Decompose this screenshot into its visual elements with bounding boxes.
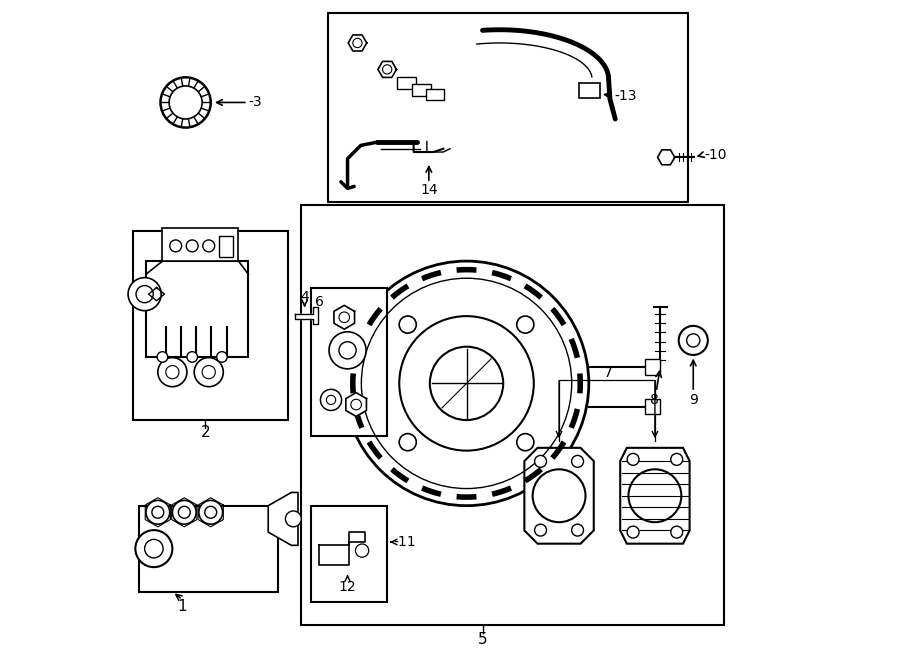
Circle shape — [339, 312, 349, 323]
Circle shape — [194, 358, 223, 387]
Circle shape — [535, 524, 546, 536]
Bar — [163, 228, 239, 261]
Circle shape — [327, 395, 336, 405]
Bar — [311, 506, 387, 602]
Circle shape — [670, 453, 683, 465]
Text: 6: 6 — [315, 295, 324, 309]
Circle shape — [128, 278, 161, 311]
Circle shape — [158, 358, 187, 387]
Bar — [426, 89, 444, 100]
Bar — [645, 399, 660, 414]
Circle shape — [670, 526, 683, 538]
Text: 8: 8 — [651, 393, 660, 407]
Bar — [397, 77, 416, 89]
Circle shape — [166, 366, 179, 379]
Circle shape — [679, 326, 707, 355]
Circle shape — [430, 346, 503, 420]
Bar — [412, 84, 431, 96]
Polygon shape — [334, 305, 355, 329]
Circle shape — [353, 38, 362, 48]
Text: 9: 9 — [688, 393, 698, 407]
Circle shape — [285, 511, 302, 527]
Circle shape — [382, 65, 392, 74]
Polygon shape — [620, 448, 689, 543]
Polygon shape — [268, 492, 298, 545]
Text: 2: 2 — [201, 426, 211, 440]
Bar — [645, 359, 660, 375]
Text: 4: 4 — [301, 290, 309, 305]
Circle shape — [187, 352, 197, 362]
Circle shape — [320, 389, 342, 410]
Bar — [328, 13, 688, 202]
Circle shape — [400, 434, 417, 451]
Circle shape — [517, 434, 534, 451]
Circle shape — [202, 240, 215, 252]
Text: -11: -11 — [394, 535, 417, 549]
Text: -3: -3 — [248, 95, 262, 110]
Circle shape — [400, 316, 417, 333]
Circle shape — [205, 506, 217, 518]
Polygon shape — [346, 393, 366, 416]
Bar — [302, 205, 724, 625]
Bar — [146, 261, 248, 357]
Text: 12: 12 — [338, 580, 356, 594]
Circle shape — [145, 539, 163, 558]
Circle shape — [136, 286, 153, 303]
Circle shape — [158, 352, 167, 362]
Polygon shape — [294, 307, 318, 324]
Circle shape — [178, 506, 190, 518]
Text: -13: -13 — [614, 89, 636, 103]
Circle shape — [627, 526, 639, 538]
Polygon shape — [658, 150, 675, 165]
Bar — [140, 506, 278, 592]
Text: 14: 14 — [420, 182, 437, 197]
Circle shape — [517, 316, 534, 333]
Circle shape — [351, 399, 362, 410]
Bar — [219, 236, 233, 257]
Text: 5: 5 — [478, 632, 488, 646]
Circle shape — [533, 469, 586, 522]
Circle shape — [572, 524, 583, 536]
Text: -10: -10 — [705, 148, 727, 163]
Bar — [132, 231, 288, 420]
Circle shape — [356, 544, 369, 557]
Circle shape — [535, 455, 546, 467]
Circle shape — [628, 469, 681, 522]
Polygon shape — [525, 448, 594, 543]
Circle shape — [186, 240, 198, 252]
Circle shape — [169, 86, 202, 119]
Bar — [311, 288, 387, 436]
Circle shape — [152, 506, 164, 518]
Circle shape — [146, 500, 170, 524]
Polygon shape — [320, 532, 365, 565]
Polygon shape — [378, 61, 397, 77]
Circle shape — [199, 500, 222, 524]
Text: 7: 7 — [604, 366, 613, 381]
Bar — [579, 83, 600, 98]
Circle shape — [344, 261, 589, 506]
Text: 1: 1 — [177, 599, 187, 613]
Polygon shape — [348, 35, 366, 51]
Circle shape — [135, 530, 173, 567]
Circle shape — [170, 240, 182, 252]
Circle shape — [627, 453, 639, 465]
Circle shape — [572, 455, 583, 467]
Circle shape — [160, 77, 211, 128]
Circle shape — [217, 352, 227, 362]
Circle shape — [339, 342, 356, 359]
Circle shape — [173, 500, 196, 524]
Circle shape — [202, 366, 215, 379]
Circle shape — [329, 332, 366, 369]
Circle shape — [400, 316, 534, 451]
Circle shape — [687, 334, 700, 347]
